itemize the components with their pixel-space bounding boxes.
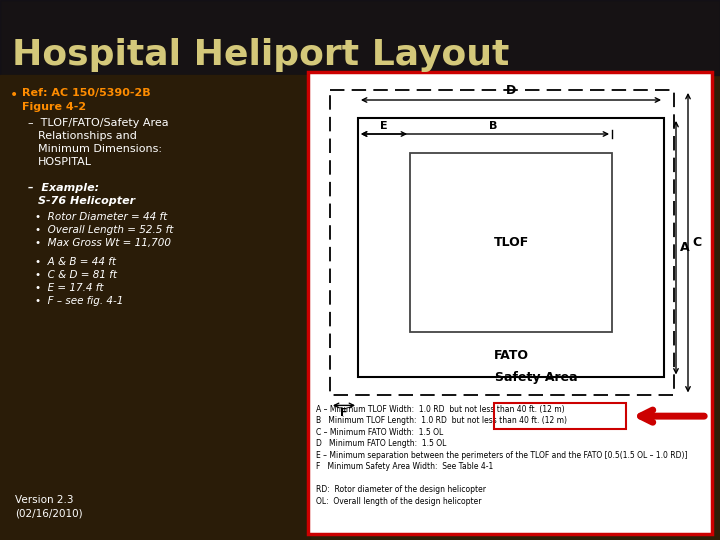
Text: Minimum Dimensions:: Minimum Dimensions: [38,144,162,154]
Text: Hospital Heliport Layout: Hospital Heliport Layout [12,38,509,72]
Text: •  Rotor Diameter = 44 ft: • Rotor Diameter = 44 ft [35,212,167,222]
Text: –  TLOF/FATO/Safety Area: – TLOF/FATO/Safety Area [28,118,168,128]
Text: •: • [10,88,18,102]
Bar [358,118,664,377]
Bar [410,153,612,333]
Text: Safety Area: Safety Area [495,371,577,384]
Text: •  F – see fig. 4-1: • F – see fig. 4-1 [35,296,123,306]
Text: Version 2.3: Version 2.3 [15,495,73,505]
Text: D: D [506,84,516,97]
Text: •  E = 17.4 ft: • E = 17.4 ft [35,283,104,293]
Text: Relationships and: Relationships and [38,131,137,141]
Bar [494,403,626,429]
Text: D   Minimum FATO Length:  1.5 OL: D Minimum FATO Length: 1.5 OL [316,439,446,448]
Bar [0,75,310,540]
Text: C – Minimum FATO Width:  1.5 OL: C – Minimum FATO Width: 1.5 OL [316,428,444,437]
Text: S-76 Helicopter: S-76 Helicopter [38,196,135,206]
Text: RD:  Rotor diameter of the design helicopter: RD: Rotor diameter of the design helicop… [316,485,486,494]
Text: C: C [692,236,701,249]
Bar [330,90,674,395]
Text: •  Overall Length = 52.5 ft: • Overall Length = 52.5 ft [35,225,174,235]
Text: B   Minimum TLOF Length:  1.0 RD  but not less than 40 ft. (12 m): B Minimum TLOF Length: 1.0 RD but not le… [316,416,567,425]
Text: •  Max Gross Wt = 11,700: • Max Gross Wt = 11,700 [35,238,171,248]
Text: TLOF: TLOF [493,236,528,249]
Text: Figure 4-2: Figure 4-2 [22,102,86,112]
Text: FATO: FATO [493,349,528,362]
Text: HOSPITAL: HOSPITAL [38,157,92,167]
Text: F   Minimum Safety Area Width:  See Table 4-1: F Minimum Safety Area Width: See Table 4… [316,462,493,471]
Text: •  C & D = 81 ft: • C & D = 81 ft [35,270,117,280]
Text: –  Example:: – Example: [28,183,99,193]
Text: •  A & B = 44 ft: • A & B = 44 ft [35,257,116,267]
Text: Ref: AC 150/5390-2B: Ref: AC 150/5390-2B [22,88,150,98]
Text: (02/16/2010): (02/16/2010) [15,508,83,518]
Bar [0,0,720,75]
Text: E: E [380,121,388,131]
Text: OL:  Overall length of the design helicopter: OL: Overall length of the design helicop… [316,497,482,505]
Bar [308,72,712,534]
Text: E – Minimum separation between the perimeters of the TLOF and the FATO [0.5(1.5 : E – Minimum separation between the perim… [316,451,688,460]
Text: F: F [341,408,348,418]
Text: B: B [489,121,498,131]
Text: A – Minimum TLOF Width:  1.0 RD  but not less than 40 ft. (12 m): A – Minimum TLOF Width: 1.0 RD but not l… [316,404,564,414]
Text: A: A [680,241,690,254]
